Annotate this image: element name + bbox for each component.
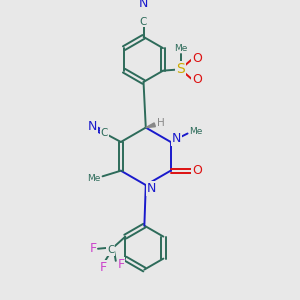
Text: C: C [101,128,108,138]
Text: Me: Me [174,44,187,52]
Text: Me: Me [189,127,203,136]
Text: O: O [192,164,202,177]
Text: F: F [100,260,106,274]
Text: Me: Me [87,173,100,182]
Text: N: N [172,132,181,145]
Text: F: F [117,258,124,271]
Text: O: O [192,52,202,65]
Polygon shape [146,123,155,127]
Text: N: N [139,0,148,11]
Text: O: O [192,73,202,86]
Text: N: N [147,182,156,195]
Text: C: C [107,245,114,255]
Text: N: N [88,120,98,133]
Text: C: C [140,17,147,27]
Text: H: H [157,118,165,128]
Text: F: F [89,242,97,255]
Text: S: S [176,62,185,76]
